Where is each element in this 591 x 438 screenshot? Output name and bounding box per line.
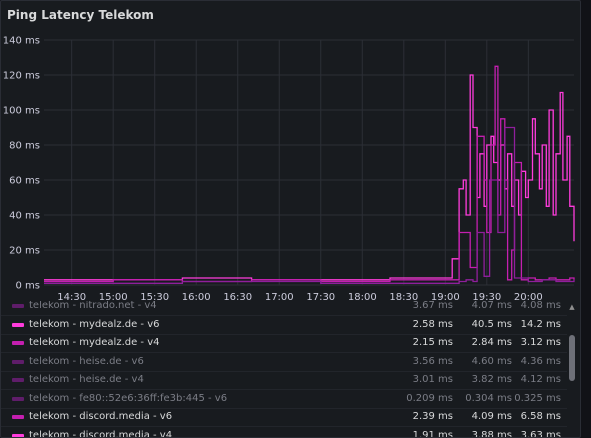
legend-swatch (12, 322, 24, 327)
legend-value: 3.56 ms (412, 355, 453, 367)
legend-swatch (12, 433, 24, 437)
legend-value: 2.58 ms (412, 318, 453, 330)
series-line-2 (44, 126, 575, 284)
scroll-up-arrow-icon[interactable]: ▲ (569, 303, 575, 311)
legend-value: 1.91 ms (412, 429, 453, 438)
latency-chart[interactable]: 0 ms 20 ms 40 ms 60 ms 80 ms 100 ms 120 ms 140 … (1, 1, 581, 301)
legend-row[interactable]: telekom - fe80::52e6:36ff:fe3b:445 - v6 0… (1, 390, 567, 409)
legend-value: 2.84 ms (471, 337, 512, 348)
legend-series-name[interactable]: telekom - mydealz.de - v6 (29, 318, 160, 330)
x-tick-label: 19:00 (431, 292, 460, 301)
legend-row[interactable]: telekom - nitrado.net - v4 3.67 ms 4.07 ms… (1, 301, 567, 316)
y-tick-label: 20 ms (9, 246, 40, 257)
x-tick-label: 17:30 (306, 292, 335, 301)
legend-value: 2.39 ms (412, 411, 453, 422)
legend-value: 3.63 ms (520, 429, 561, 438)
y-tick-label: 60 ms (9, 176, 40, 187)
legend-value: 3.88 ms (471, 429, 512, 438)
y-axis: 0 ms 20 ms 40 ms 60 ms 80 ms 100 ms 120 ms 140 … (3, 36, 40, 292)
legend-value: 3.67 ms (412, 301, 453, 311)
x-tick-label: 20:00 (514, 292, 543, 301)
legend-value: 4.07 ms (471, 301, 512, 311)
scroll-thumb[interactable] (569, 335, 575, 381)
legend-series-name[interactable]: telekom - heise.de - v6 (29, 355, 144, 367)
legend-value: 3.01 ms (412, 374, 453, 385)
legend-table: telekom - nitrado.net - v4 3.67 ms 4.07 ms… (1, 301, 578, 438)
legend-swatch (12, 341, 24, 345)
series-line-1 (44, 65, 575, 283)
y-tick-label: 120 ms (3, 71, 40, 82)
legend-value: 40.5 ms (471, 318, 512, 330)
series-line-0 (44, 74, 575, 281)
legend-row[interactable]: telekom - discord.media - v6 2.39 ms 4.09 … (1, 408, 567, 427)
x-tick-label: 16:30 (223, 292, 252, 301)
legend-swatch (12, 378, 24, 382)
legend-value: 0.325 ms (514, 392, 561, 404)
x-tick-label: 16:00 (182, 292, 211, 301)
legend-series-name[interactable]: telekom - nitrado.net - v4 (29, 301, 157, 311)
series-lines (44, 65, 575, 284)
y-tick-label: 80 ms (9, 141, 40, 152)
legend-value: 3.82 ms (471, 374, 512, 385)
legend-series-name[interactable]: telekom - fe80::52e6:36ff:fe3b:445 - v6 (29, 392, 228, 404)
legend-value: 2.15 ms (412, 337, 453, 348)
legend-value: 4.60 ms (471, 355, 512, 367)
legend-series-name[interactable]: telekom - discord.media - v4 (29, 429, 173, 438)
x-tick-label: 18:30 (389, 292, 418, 301)
legend-value: 4.08 ms (520, 301, 561, 311)
legend-swatch (12, 304, 24, 308)
y-tick-label: 40 ms (9, 211, 40, 222)
legend-value: 3.12 ms (520, 337, 561, 348)
legend-series-name[interactable]: telekom - heise.de - v4 (29, 374, 144, 385)
y-tick-label: 100 ms (3, 106, 40, 117)
legend-scrollbar[interactable]: ▲ (568, 303, 576, 437)
x-tick-label: 17:00 (265, 292, 294, 301)
panel-title[interactable]: Ping Latency Telekom (7, 8, 154, 22)
y-tick-label: 140 ms (3, 36, 40, 47)
legend-row[interactable]: telekom - mydealz.de - v6 2.58 ms 40.5 ms 1… (1, 316, 567, 335)
legend-row[interactable]: telekom - heise.de - v6 3.56 ms 4.60 ms 4.3… (1, 353, 567, 372)
x-tick-label: 19:30 (472, 292, 501, 301)
legend-series-name[interactable]: telekom - mydealz.de - v4 (29, 337, 160, 348)
x-tick-label: 15:30 (140, 292, 169, 301)
legend-value: 4.09 ms (471, 411, 512, 422)
legend-value: 14.2 ms (520, 318, 561, 330)
legend-value: 0.304 ms (465, 392, 512, 404)
legend-value: 4.36 ms (520, 355, 561, 367)
legend-value: 0.209 ms (406, 392, 453, 404)
legend-row[interactable]: telekom - heise.de - v4 3.01 ms 3.82 ms 4.1… (1, 371, 567, 390)
legend-row[interactable]: telekom - discord.media - v4 1.91 ms 3.88 … (1, 427, 567, 438)
x-tick-label: 18:00 (348, 292, 377, 301)
legend-row[interactable]: telekom - mydealz.de - v4 2.15 ms 2.84 ms 3… (1, 334, 567, 353)
y-tick-label: 0 ms (16, 281, 41, 292)
legend-value: 6.58 ms (520, 411, 561, 422)
legend-series-name[interactable]: telekom - discord.media - v6 (29, 411, 173, 422)
legend-swatch (12, 396, 24, 401)
legend-swatch (12, 415, 24, 419)
x-tick-label: 14:30 (57, 292, 86, 301)
legend-swatch (12, 359, 24, 364)
x-axis: 14:30 15:00 15:30 16:00 16:30 17:00 17:30 18:00… (57, 292, 542, 301)
legend-value: 4.12 ms (520, 374, 561, 385)
x-tick-label: 15:00 (99, 292, 128, 301)
